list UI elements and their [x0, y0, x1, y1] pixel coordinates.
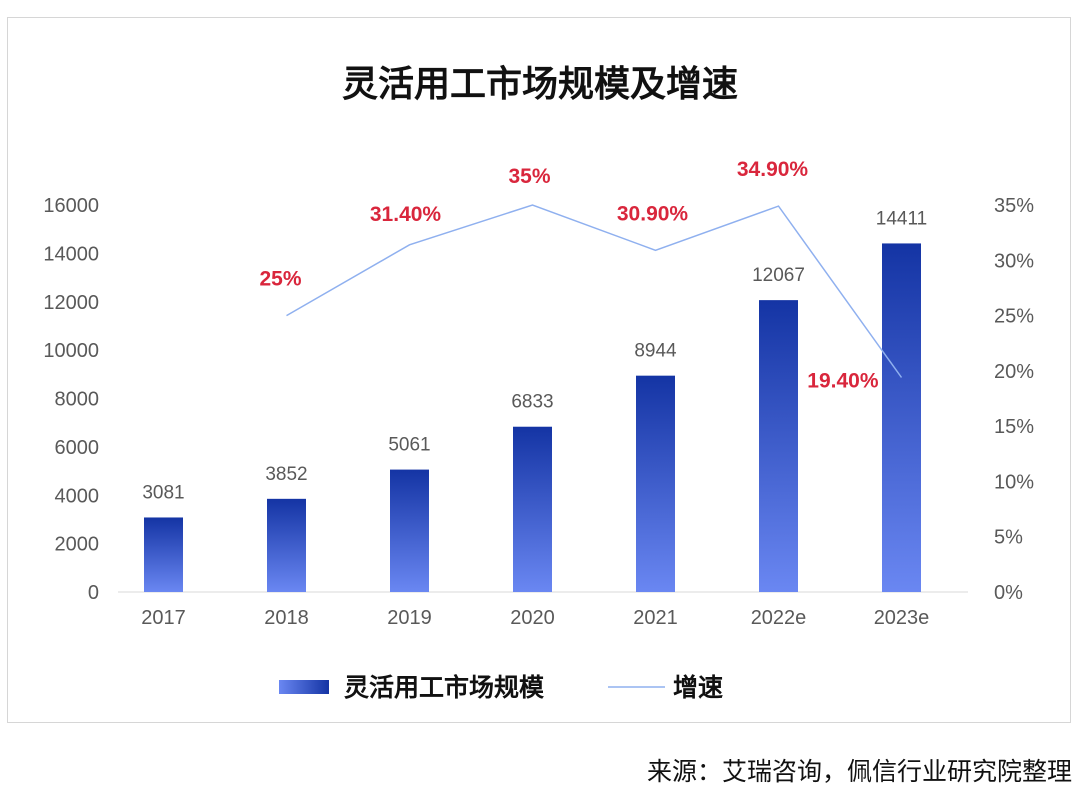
bar — [759, 300, 798, 592]
x-tick-label: 2022e — [751, 607, 807, 629]
bar-data-label: 8944 — [634, 341, 677, 362]
right-tick-label: 10% — [994, 471, 1034, 493]
right-tick-label: 30% — [994, 250, 1034, 272]
right-tick-label: 5% — [994, 527, 1023, 549]
x-tick-label: 2019 — [387, 607, 432, 629]
x-axis-ticks: 2017 2018 2019 2020 2021 2022e 2023e — [141, 607, 929, 629]
left-tick-label: 0 — [88, 582, 99, 604]
x-tick-label: 2018 — [264, 607, 309, 629]
rate-data-label: 34.90% — [737, 158, 809, 181]
chart-svg: 灵活用工市场规模及增速 0 2000 4000 6000 8000 10000 12000 1… — [43, 64, 1034, 702]
right-axis-ticks: 0% 5% 10% 15% 20% 25% 30% 35% — [994, 195, 1034, 604]
bar — [144, 517, 183, 592]
legend-bar-swatch — [279, 680, 329, 694]
rate-data-label: 31.40% — [370, 203, 442, 226]
right-tick-label: 25% — [994, 306, 1034, 328]
left-axis-ticks: 0 2000 4000 6000 8000 10000 12000 14000 16000 — [43, 195, 99, 604]
bar — [390, 469, 429, 592]
bar — [882, 243, 921, 592]
bars-group — [144, 243, 921, 592]
bar-labels-group: 3081 3852 5061 6833 8944 12067 14411 — [142, 208, 927, 503]
legend: 灵活用工市场规模 增速 — [279, 673, 723, 702]
bar-data-label: 3081 — [142, 482, 184, 503]
bar-data-label: 3852 — [265, 464, 307, 485]
left-tick-label: 8000 — [55, 389, 100, 411]
growth-rate-line — [286, 204, 903, 378]
left-tick-label: 14000 — [43, 243, 99, 265]
x-tick-label: 2020 — [510, 607, 555, 629]
x-tick-label: 2023e — [874, 607, 930, 629]
left-tick-label: 2000 — [55, 534, 100, 556]
bar-data-label: 12067 — [752, 265, 805, 286]
legend-line-label: 增速 — [673, 673, 723, 702]
bar-data-label: 5061 — [388, 435, 430, 456]
bar-data-label: 14411 — [876, 208, 927, 229]
right-tick-label: 15% — [994, 416, 1034, 438]
rate-data-label: 19.40% — [807, 369, 879, 392]
chart-card: 灵活用工市场规模及增速 0 2000 4000 6000 8000 10000 12000 1… — [7, 17, 1071, 723]
chart-title: 灵活用工市场规模及增速 — [342, 64, 738, 105]
left-tick-label: 12000 — [43, 292, 99, 314]
bar-data-label: 6833 — [511, 392, 553, 413]
right-tick-label: 35% — [994, 195, 1034, 217]
bar — [267, 498, 306, 592]
left-tick-label: 16000 — [43, 195, 99, 217]
rate-data-label: 25% — [259, 268, 301, 291]
source-note: 来源：艾瑞咨询，佩信行业研究院整理 — [646, 757, 1072, 786]
right-tick-label: 20% — [994, 361, 1034, 383]
right-tick-label: 0% — [994, 582, 1023, 604]
rate-data-label: 35% — [508, 165, 550, 188]
x-tick-label: 2017 — [141, 607, 186, 629]
rate-data-label: 30.90% — [617, 202, 689, 225]
x-tick-label: 2021 — [633, 607, 678, 629]
left-tick-label: 6000 — [55, 437, 100, 459]
left-tick-label: 10000 — [43, 340, 99, 362]
legend-bar-label: 灵活用工市场规模 — [344, 673, 545, 702]
rate-labels-group: 25% 31.40% 35% 30.90% 34.90% 19.40% — [259, 158, 878, 392]
left-tick-label: 4000 — [55, 485, 100, 507]
bar — [513, 426, 552, 592]
bar — [636, 375, 675, 592]
